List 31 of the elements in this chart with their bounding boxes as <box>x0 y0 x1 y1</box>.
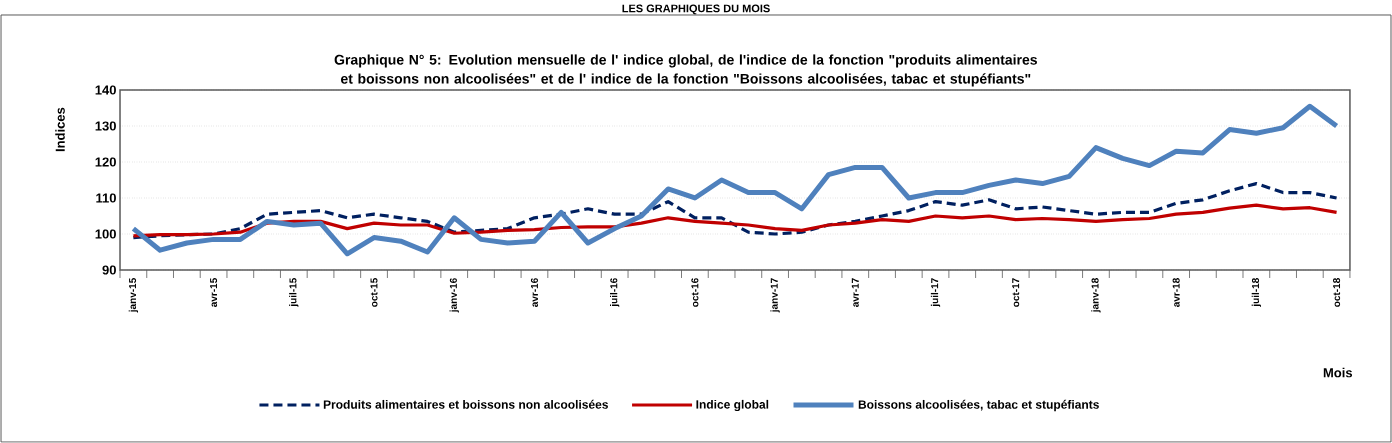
x-tick-label: janv-17 <box>770 278 780 313</box>
y-tick-label: 140 <box>95 85 116 95</box>
y-tick-label: 130 <box>95 121 116 131</box>
x-tick-label: juil-16 <box>610 278 620 307</box>
line-series <box>131 181 1339 240</box>
legend-label: Produits alimentaires et boissons non alcoolisées <box>323 399 608 409</box>
x-tick-label: oct-15 <box>370 278 378 307</box>
x-tick-label: oct-18 <box>1333 278 1341 307</box>
x-tick-label: juil-17 <box>930 278 941 307</box>
chart-title: Graphique N° 5: Evolution mensuelle de l' indice global, de l'indice de la fonction "produits alimentaires et boissons non alcoolisées" et de l' indice de la fonction "Boissons alcoolisées, tabac et stupéfiants" <box>334 54 1037 87</box>
x-tick-label: avr-16 <box>530 278 538 307</box>
y-tick-label: 90 <box>102 265 116 275</box>
text: LES GRAPHIQUES DU MOIS <box>622 4 770 15</box>
x-tick-label: avr-17 <box>851 278 859 307</box>
x-tick-label: janv-15 <box>128 278 139 313</box>
x-axis-title: Mois <box>1323 367 1353 378</box>
x-tick-label: janv-16 <box>449 278 459 313</box>
x-tick-label: avr-15 <box>210 278 218 307</box>
x-tick-label: janv-18 <box>1091 278 1101 313</box>
line-series <box>131 203 1339 238</box>
y-axis-title: Indices <box>55 107 65 152</box>
y-tick-label: 110 <box>96 193 116 203</box>
y-tick-label: 120 <box>95 157 116 167</box>
x-tick-label: avr-18 <box>1172 278 1180 307</box>
y-tick-label: 100 <box>95 229 116 239</box>
x-tick-label: juil-18 <box>1251 278 1262 307</box>
legend-label: Indice global <box>696 399 769 412</box>
legend-label: Boissons alcoolisées, tabac et stupéfiants <box>858 399 1099 412</box>
x-tick-label: juil-15 <box>289 278 299 307</box>
x-tick-label: oct-17 <box>1012 278 1020 307</box>
x-tick-label: oct-16 <box>691 278 699 307</box>
